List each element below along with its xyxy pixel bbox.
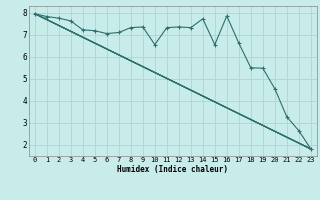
X-axis label: Humidex (Indice chaleur): Humidex (Indice chaleur) xyxy=(117,165,228,174)
